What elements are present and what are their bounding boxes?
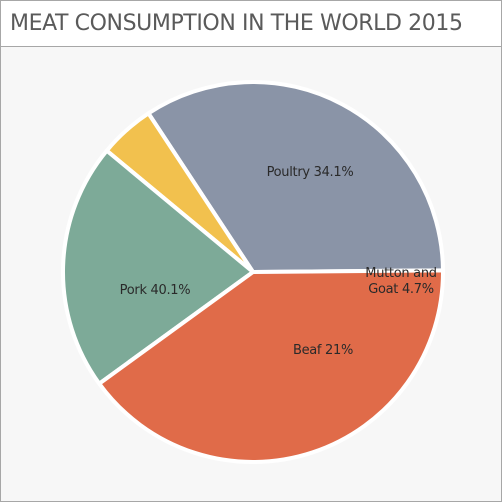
pie-slice-beaf — [61, 148, 255, 386]
slice-label-beaf: Beaf 21% — [293, 343, 353, 358]
pie-labels: Poultry 34.1% Mutton and Goat 4.7% Beaf 21%… — [120, 165, 437, 358]
title-bar: MEAT CONSUMPTION IN THE WORLD 2015 — [1, 1, 501, 47]
slice-label-poultry: Poultry 34.1% — [267, 165, 354, 180]
slice-label-mutton-and-goat: Mutton and Goat 4.7% — [365, 266, 436, 297]
pie-slices — [61, 80, 445, 464]
pie-slice-pork — [97, 268, 445, 464]
chart-title: MEAT CONSUMPTION IN THE WORLD 2015 — [10, 11, 463, 36]
slice-label-pork: Pork 40.1% — [120, 283, 191, 298]
